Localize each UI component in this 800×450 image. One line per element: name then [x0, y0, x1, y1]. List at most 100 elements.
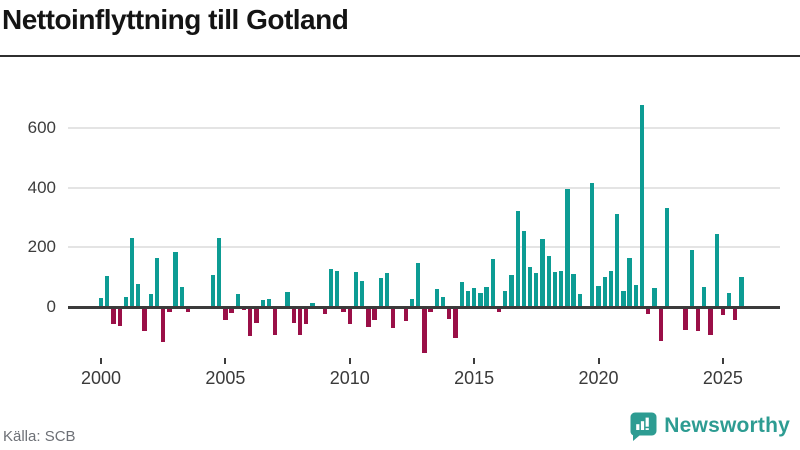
- bar-2011-q1: [372, 307, 377, 321]
- bar-2008-q2: [304, 307, 309, 325]
- bar-2012-q3: [409, 298, 415, 307]
- bar-2007-q4: [291, 307, 296, 323]
- x-axis-label-2010: 2010: [329, 368, 370, 388]
- x-tick-2020: [597, 358, 600, 364]
- bar-2000-q4: [117, 307, 122, 326]
- y-axis-label-200: 200: [27, 237, 56, 257]
- bar-2008-q3: [310, 302, 315, 307]
- newsworthy-logo[interactable]: Newsworthy: [630, 410, 790, 442]
- bar-2023-q3: [683, 307, 688, 331]
- bar-2000-q3: [111, 307, 116, 324]
- bar-2024-q4: [714, 233, 719, 307]
- bar-2012-q4: [416, 263, 421, 307]
- bar-2002-q4: [167, 307, 172, 313]
- bar-2017-q4: [540, 239, 545, 307]
- bar-2018-q3: [559, 270, 564, 307]
- bar-2001-q2: [129, 238, 135, 307]
- x-tick-2005: [224, 358, 227, 364]
- bar-2021-q3: [633, 285, 638, 307]
- bar-2015-q3: [484, 286, 489, 307]
- bar-2022-q4: [664, 208, 670, 307]
- x-axis-label-2000: 2000: [80, 368, 122, 388]
- bar-2009-q1: [322, 307, 328, 315]
- bar-2013-q3: [434, 288, 439, 307]
- bar-2011-q3: [384, 273, 390, 307]
- title-divider: [0, 55, 800, 57]
- bar-2019-q2: [577, 293, 582, 307]
- bar-2010-q2: [353, 272, 359, 307]
- x-axis-label-2025: 2025: [702, 368, 743, 388]
- bar-2002-q3: [161, 307, 166, 343]
- bar-2020-q4: [615, 214, 620, 307]
- bar-2006-q4: [266, 298, 272, 307]
- bar-2024-q1: [695, 307, 701, 331]
- bar-2019-q4: [590, 183, 595, 307]
- bar-2010-q1: [347, 307, 352, 325]
- bar-2004-q4: [217, 238, 222, 307]
- bar-2002-q2: [154, 258, 160, 307]
- x-tick-2010: [348, 358, 351, 364]
- bar-2020-q1: [596, 286, 601, 307]
- bar-2022-q3: [658, 307, 663, 342]
- bar-2004-q3: [210, 275, 216, 307]
- bar-2008-q1: [297, 307, 303, 336]
- bar-2009-q3: [335, 271, 340, 307]
- bar-2020-q3: [608, 270, 614, 307]
- page-title: Nettoinflyttning till Gotland: [2, 4, 349, 35]
- bar-2010-q3: [360, 281, 365, 307]
- bar-2000-q1: [98, 297, 104, 307]
- gridline-600: [68, 126, 780, 129]
- x-axis-label-2015: 2015: [454, 368, 495, 388]
- bar-2013-q4: [440, 296, 446, 307]
- bar-2006-q1: [248, 307, 253, 336]
- bar-2003-q3: [185, 307, 191, 312]
- bar-2001-q1: [123, 297, 129, 307]
- y-axis-label-0: 0: [46, 297, 56, 316]
- bar-2013-q2: [428, 307, 433, 312]
- bar-2017-q2: [527, 266, 533, 307]
- bar-2015-q2: [478, 292, 483, 307]
- bar-2005-q1: [223, 307, 228, 321]
- x-axis-label-2020: 2020: [578, 368, 619, 388]
- bar-2021-q2: [627, 257, 632, 307]
- bar-2025-q3: [733, 307, 738, 321]
- bar-2025-q1: [720, 307, 726, 316]
- newsworthy-bubble-icon: [630, 412, 657, 441]
- bar-2025-q4: [739, 277, 744, 307]
- bar-chart: 0 200 400 600 2000 2005 2010 2015 2020 2025: [0, 60, 800, 405]
- bar-2011-q2: [378, 277, 383, 307]
- bar-2003-q2: [179, 286, 184, 307]
- bar-2002-q1: [148, 293, 153, 307]
- bar-2012-q2: [403, 307, 408, 322]
- bar-2016-q2: [503, 290, 508, 307]
- bar-2025-q2: [726, 292, 732, 307]
- gridline-400: [68, 186, 780, 189]
- source-text: Källa: SCB: [3, 428, 76, 445]
- bar-2014-q1: [447, 307, 452, 320]
- bar-2017-q3: [534, 272, 539, 307]
- bar-2024-q3: [708, 307, 713, 336]
- bar-2022-q1: [646, 307, 651, 314]
- bar-2021-q4: [639, 105, 645, 307]
- bar-2005-q4: [241, 307, 247, 311]
- bar-2014-q2: [453, 307, 458, 338]
- bar-2016-q1: [496, 307, 502, 313]
- zero-axis-line: [68, 305, 780, 309]
- bar-2007-q1: [272, 307, 278, 336]
- bar-2024-q2: [702, 286, 707, 307]
- x-axis-label-2005: 2005: [205, 368, 246, 388]
- bar-2009-q4: [341, 307, 346, 312]
- x-tick-2025: [721, 358, 724, 364]
- bar-2016-q3: [509, 275, 514, 307]
- x-tick-2000: [100, 358, 102, 364]
- bar-2016-q4: [515, 211, 520, 307]
- bar-2019-q1: [571, 273, 576, 307]
- bar-2020-q2: [602, 276, 607, 307]
- bar-2018-q4: [565, 188, 570, 307]
- y-axis-label-600: 600: [27, 117, 56, 137]
- x-tick-2015: [473, 358, 476, 364]
- bar-2003-q1: [173, 251, 178, 307]
- bar-2015-q1: [471, 288, 477, 307]
- newsworthy-wordmark: Newsworthy: [664, 414, 790, 437]
- y-axis-label-400: 400: [27, 177, 56, 197]
